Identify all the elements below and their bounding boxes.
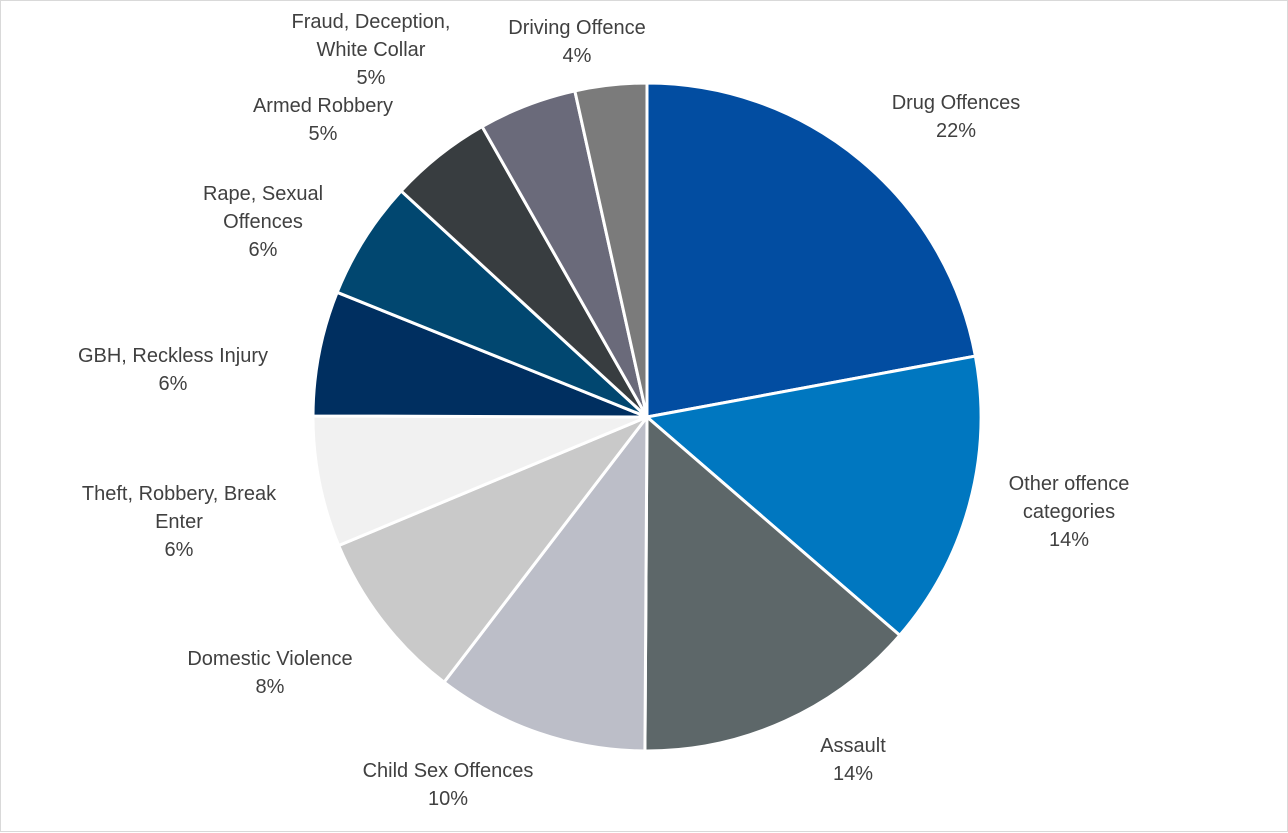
slice-category-label: categories (1023, 501, 1115, 523)
data-label-child-sex-offences: Child Sex Offences 10% (363, 760, 534, 810)
data-label-theft-robbery-break-enter: Theft, Robbery, Break Enter 6% (82, 483, 277, 561)
slice-percent-label: 14% (833, 763, 873, 785)
data-label-fraud-deception-white-collar: Fraud, Deception, White Collar 5% (292, 11, 451, 89)
data-label-rape-sexual-offences: Rape, Sexual Offences 6% (203, 183, 323, 261)
slice-category-label: Offences (223, 211, 303, 233)
data-label-armed-robbery: Armed Robbery 5% (253, 95, 393, 145)
data-label-driving-offence: Driving Offence 4% (508, 17, 645, 67)
slice-category-label: Fraud, Deception, (292, 11, 451, 33)
slice-category-label: Armed Robbery (253, 95, 393, 117)
data-label-domestic-violence: Domestic Violence 8% (187, 648, 352, 698)
slice-percent-label: 14% (1049, 529, 1089, 551)
slice-category-label: Domestic Violence (187, 648, 352, 670)
slice-percent-label: 10% (428, 788, 468, 810)
data-label-other-offence-categories: Other offence categories 14% (1009, 473, 1130, 551)
slice-percent-label: 22% (936, 120, 976, 142)
data-label-assault: Assault 14% (820, 735, 886, 785)
slice-percent-label: 6% (165, 539, 194, 561)
slice-percent-label: 5% (357, 67, 386, 89)
slice-percent-label: 6% (159, 373, 188, 395)
data-label-drug-offences: Drug Offences 22% (892, 92, 1021, 142)
slice-category-label: White Collar (317, 39, 426, 61)
slice-percent-label: 8% (256, 676, 285, 698)
data-label-gbh-reckless-injury: GBH, Reckless Injury 6% (78, 345, 268, 395)
slice-percent-label: 6% (249, 239, 278, 261)
slice-percent-label: 4% (563, 45, 592, 67)
slice-category-label: Other offence (1009, 473, 1130, 495)
slice-category-label: Drug Offences (892, 92, 1021, 114)
slice-category-label: Assault (820, 735, 886, 757)
slice-category-label: GBH, Reckless Injury (78, 345, 268, 367)
slice-category-label: Theft, Robbery, Break (82, 483, 277, 505)
slice-category-label: Child Sex Offences (363, 760, 534, 782)
slice-category-label: Enter (155, 511, 203, 533)
slice-category-label: Rape, Sexual (203, 183, 323, 205)
slice-category-label: Driving Offence (508, 17, 645, 39)
slice-percent-label: 5% (309, 123, 338, 145)
